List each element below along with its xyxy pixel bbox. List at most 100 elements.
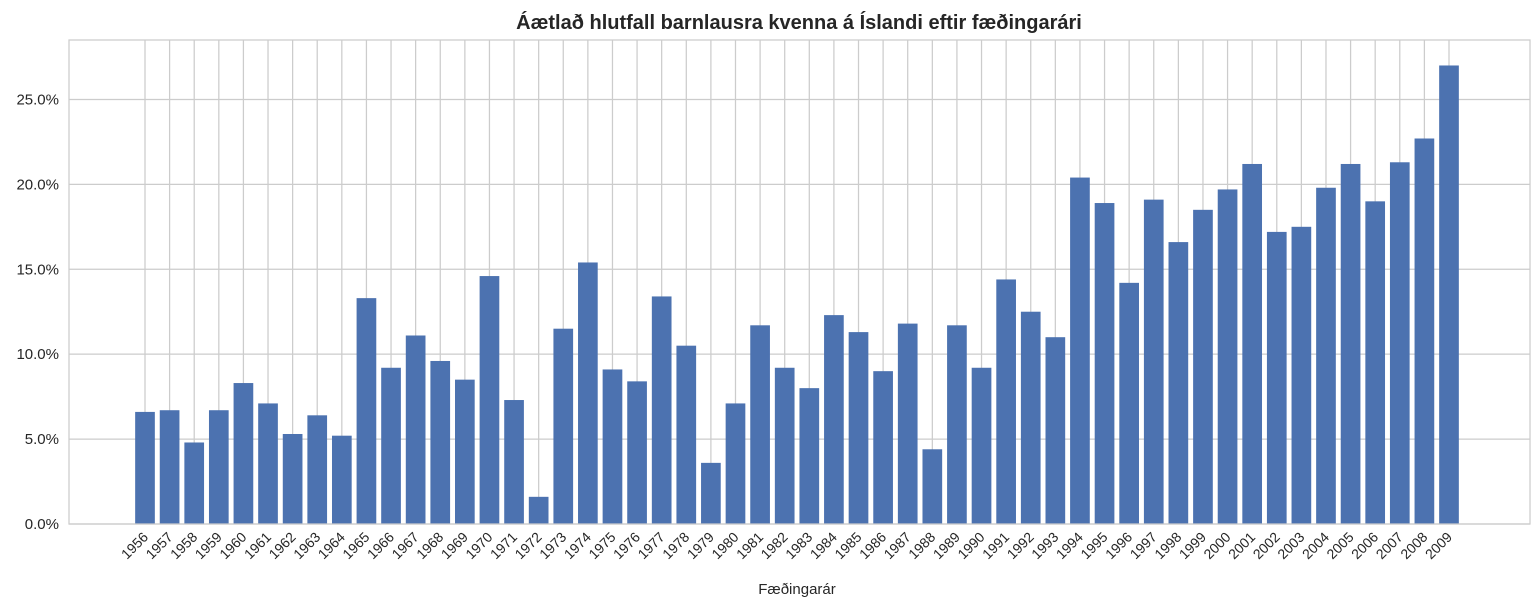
x-tick-label: 1973 — [536, 529, 569, 562]
bar-1984 — [824, 315, 844, 524]
bar-1990 — [971, 367, 992, 524]
x-tick-label: 1968 — [413, 529, 446, 562]
x-tick-label: 1970 — [462, 529, 495, 562]
y-tick-label: 0.0% — [25, 516, 59, 533]
bar-2001 — [1242, 163, 1263, 524]
x-tick-label: 2008 — [1397, 529, 1430, 562]
x-tick-label: 1971 — [487, 529, 520, 562]
bar-1989 — [947, 325, 967, 524]
bar-1965 — [356, 298, 377, 524]
bar-1971 — [504, 400, 524, 524]
bar-1956 — [135, 411, 155, 524]
x-tick-label: 2000 — [1200, 529, 1233, 562]
x-tick-label: 2001 — [1225, 529, 1258, 562]
bar-1976 — [627, 381, 647, 524]
chart-title: Áætlað hlutfall barnlausra kvenna á Ísla… — [516, 11, 1082, 34]
x-tick-label: 2007 — [1373, 529, 1406, 562]
x-tick-label: 1988 — [905, 529, 938, 562]
x-tick-label: 1958 — [167, 529, 200, 562]
bar-2006 — [1365, 201, 1386, 525]
bar-2008 — [1414, 138, 1435, 525]
x-tick-label: 1990 — [954, 529, 987, 562]
x-tick-label: 1956 — [118, 529, 151, 562]
bar-1979 — [701, 462, 721, 524]
x-tick-label: 1979 — [684, 529, 717, 562]
bar-1996 — [1119, 282, 1139, 524]
y-tick-label: 15.0% — [16, 261, 59, 278]
bar-1969 — [455, 379, 475, 524]
bar-1983 — [799, 388, 820, 524]
bar-1963 — [307, 415, 328, 524]
bar-1986 — [873, 371, 893, 524]
x-tick-label: 1987 — [880, 529, 913, 562]
bar-1968 — [430, 360, 451, 524]
x-tick-label: 2009 — [1422, 529, 1455, 562]
bar-1959 — [208, 410, 229, 524]
bar-1992 — [1020, 311, 1041, 524]
bar-1987 — [897, 323, 918, 524]
x-tick-label: 1991 — [979, 529, 1012, 562]
x-tick-label: 1960 — [216, 529, 249, 562]
bar-1995 — [1094, 203, 1115, 524]
bar-1985 — [848, 332, 869, 524]
bar-1958 — [184, 442, 205, 524]
bar-1988 — [922, 449, 943, 524]
bar-1964 — [331, 435, 352, 524]
bar-1973 — [553, 328, 574, 524]
x-tick-label: 1962 — [265, 529, 298, 562]
y-tick-label: 20.0% — [16, 176, 59, 193]
bar-1977 — [651, 296, 672, 524]
y-tick-label: 10.0% — [16, 346, 59, 363]
x-tick-label: 2002 — [1250, 529, 1283, 562]
bar-1994 — [1070, 177, 1090, 524]
bar-1962 — [282, 433, 303, 524]
bar-2003 — [1291, 226, 1312, 525]
bar-1998 — [1168, 242, 1189, 524]
x-tick-label: 1963 — [290, 529, 323, 562]
bar-1981 — [750, 325, 770, 524]
bar-1999 — [1193, 209, 1213, 524]
x-tick-labels: 1956195719581959196019611962196319641965… — [118, 529, 1455, 562]
x-tick-label: 2004 — [1299, 529, 1332, 562]
x-tick-label: 1986 — [856, 529, 889, 562]
x-tick-label: 1975 — [585, 529, 618, 562]
bar-1957 — [159, 410, 180, 524]
x-tick-label: 1966 — [364, 529, 397, 562]
x-tick-label: 1982 — [757, 529, 790, 562]
bar-1997 — [1143, 199, 1164, 525]
x-tick-label: 1965 — [339, 529, 372, 562]
x-tick-label: 1967 — [388, 529, 421, 562]
x-tick-label: 1957 — [142, 529, 175, 562]
x-tick-label: 1961 — [241, 529, 274, 562]
bar-2009 — [1439, 65, 1459, 524]
x-axis-label: Fæðingarár — [758, 581, 836, 598]
bar-2005 — [1340, 163, 1361, 524]
x-tick-label: 1977 — [634, 529, 667, 562]
x-tick-label: 1995 — [1077, 529, 1110, 562]
bar-2004 — [1316, 187, 1336, 524]
bar-1972 — [528, 496, 549, 524]
bar-1970 — [479, 276, 500, 524]
x-tick-label: 2006 — [1348, 529, 1381, 562]
x-tick-label: 1992 — [1004, 529, 1037, 562]
x-tick-label: 2003 — [1274, 529, 1307, 562]
x-tick-label: 2005 — [1323, 529, 1356, 562]
y-tick-label: 5.0% — [25, 431, 59, 448]
bar-1961 — [258, 403, 278, 524]
x-tick-label: 1974 — [561, 529, 594, 562]
bar-1993 — [1045, 337, 1066, 524]
bar-2007 — [1389, 162, 1410, 524]
bar-2002 — [1266, 231, 1287, 525]
bar-2000 — [1217, 189, 1238, 524]
bar-1966 — [381, 367, 401, 524]
x-tick-label: 1993 — [1028, 529, 1061, 562]
bar-1980 — [725, 403, 746, 524]
bar-1978 — [676, 345, 697, 524]
x-tick-label: 1994 — [1053, 529, 1086, 562]
x-tick-label: 1983 — [782, 529, 815, 562]
y-tick-label: 25.0% — [16, 91, 59, 108]
bar-1960 — [233, 383, 254, 524]
bar-1967 — [405, 335, 426, 524]
x-tick-label: 1972 — [511, 529, 544, 562]
